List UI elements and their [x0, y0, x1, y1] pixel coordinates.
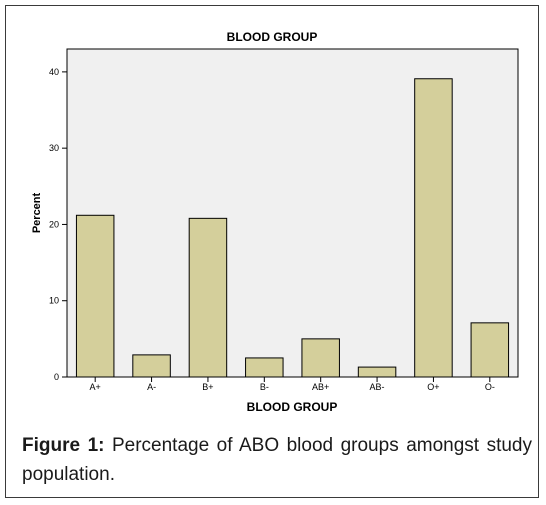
bar-O- — [470, 322, 510, 378]
x-tick-label: B+ — [202, 382, 213, 392]
bar-chart: BLOOD GROUP Percent BLOOD GROUP 0 10 20 30 4… — [31, 30, 519, 414]
x-tick-label: O+ — [427, 382, 439, 392]
y-tick-label: 40 — [49, 67, 59, 77]
y-tick-label: 10 — [49, 296, 59, 306]
x-tick-label: A- — [147, 382, 156, 392]
x-tick-label: B- — [260, 382, 269, 392]
bar-AB- — [357, 366, 397, 378]
bar-B- — [245, 357, 284, 378]
chart-title: BLOOD GROUP — [227, 30, 318, 44]
caption-text: Percentage of ABO blood groups amongst s… — [22, 435, 532, 485]
x-tick-label: O- — [485, 382, 495, 392]
x-axis-label: BLOOD GROUP — [247, 400, 338, 414]
x-tick-label: AB- — [370, 382, 385, 392]
bar-AB+ — [301, 338, 340, 378]
y-tick-label: 20 — [49, 219, 59, 229]
bar-A+ — [75, 214, 115, 378]
x-axis: A+ A- B+ B- AB+ AB- O+ O- — [90, 377, 495, 392]
x-tick-label: AB+ — [312, 382, 329, 392]
figure-caption: Figure 1: Percentage of ABO blood groups… — [22, 431, 532, 489]
bars — [75, 78, 510, 378]
y-tick-label: 0 — [54, 372, 59, 382]
bar-O+ — [414, 78, 453, 378]
y-tick-label: 30 — [49, 143, 59, 153]
x-tick-label: A+ — [90, 382, 101, 392]
bar-B+ — [188, 217, 228, 378]
caption-label: Figure 1: — [22, 435, 105, 456]
y-axis-label: Percent — [31, 192, 43, 233]
bar-A- — [132, 354, 171, 378]
y-axis: 0 10 20 30 40 — [49, 67, 67, 382]
